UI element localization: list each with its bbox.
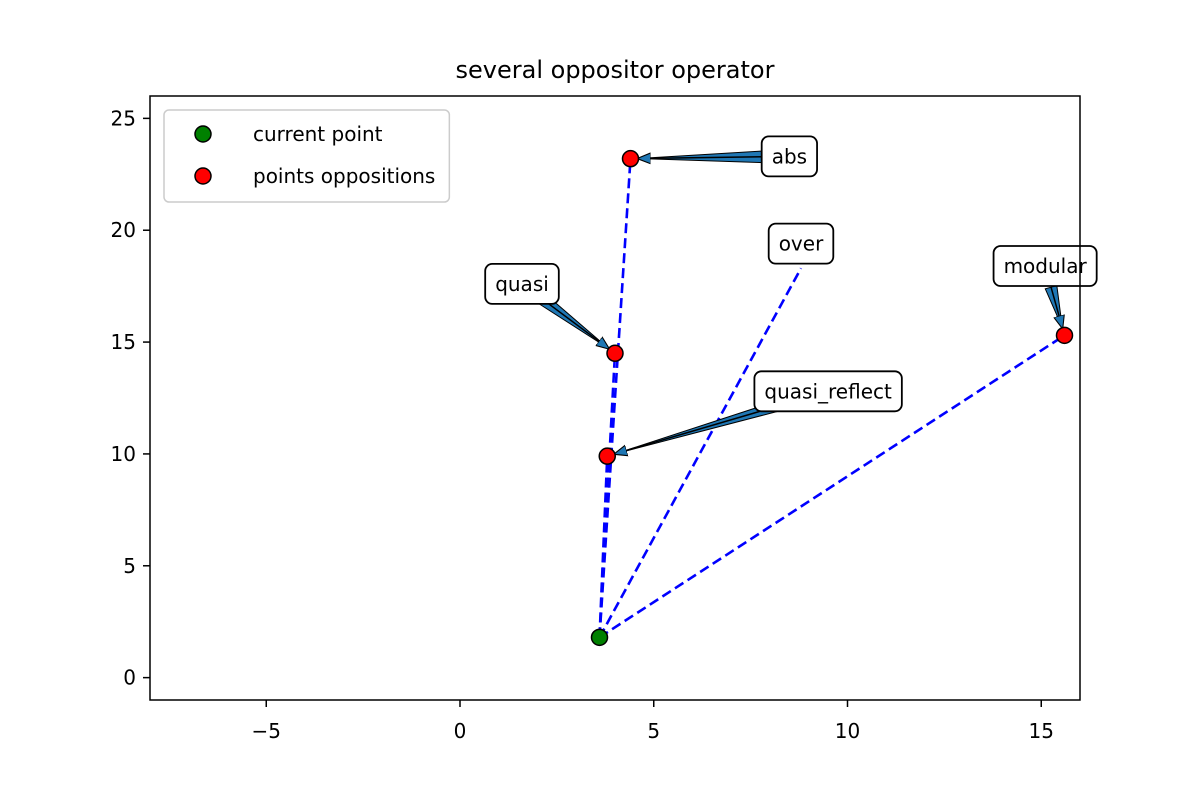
dashed-line [598, 334, 1066, 639]
dashed-line [598, 456, 609, 638]
opposition-point-marker [621, 149, 640, 168]
y-tick-label: 10 [111, 442, 136, 466]
x-tick-label: 10 [835, 719, 860, 743]
opposition-point-marker [1055, 326, 1074, 345]
annotation-label: quasi_reflect [753, 370, 903, 413]
annotation-box [767, 222, 835, 265]
annotation-arrow [1044, 284, 1063, 328]
y-tick-label: 20 [111, 218, 136, 242]
y-tick-label: 0 [123, 666, 136, 690]
annotation-arrow-line [1050, 287, 1062, 327]
dashed-line [598, 158, 632, 638]
x-tick-label: 5 [647, 719, 660, 743]
y-tick-label: 15 [111, 330, 136, 354]
legend: current point points oppositions [163, 109, 451, 203]
annotation-box [484, 263, 560, 305]
annotation-label: quasi [484, 263, 560, 305]
x-tick-label: 0 [454, 719, 467, 743]
x-tick-label: 15 [1029, 719, 1054, 743]
annotation-box [753, 370, 903, 413]
current-point-marker [590, 628, 609, 647]
plot-area: abs over modular quasi quasi_reflect −5 0 5 10 15… [111, 95, 1098, 743]
legend-marker [194, 167, 212, 185]
annotation-arrow-line [539, 296, 609, 348]
axes-frame [149, 95, 1081, 701]
legend-label: points oppositions [253, 164, 435, 188]
legend-label: current point [253, 122, 383, 146]
opposition-point-marker [606, 344, 624, 363]
annotation-label: modular [992, 245, 1098, 287]
legend-box [163, 109, 451, 203]
y-tick-label: 5 [123, 554, 136, 578]
opposition-point-marker [598, 447, 616, 465]
annotation-text: abs [772, 144, 807, 168]
dashed-line [598, 353, 617, 638]
annotation-text: over [779, 232, 824, 256]
annotation-text: quasi [495, 272, 549, 296]
annotation-text: modular [1004, 254, 1088, 278]
annotation-label: over [767, 222, 835, 265]
chart-title: several oppositor operator [456, 56, 775, 84]
x-tick-label: −5 [252, 719, 281, 743]
legend-marker [194, 125, 212, 143]
y-tick-label: 25 [111, 106, 136, 130]
annotation-box [992, 245, 1098, 287]
annotation-arrow-line [638, 157, 768, 159]
annotation-text: quasi_reflect [764, 379, 892, 403]
dashed-line [598, 267, 803, 638]
annotation-label: abs [760, 135, 818, 178]
annotation-box [760, 135, 818, 178]
